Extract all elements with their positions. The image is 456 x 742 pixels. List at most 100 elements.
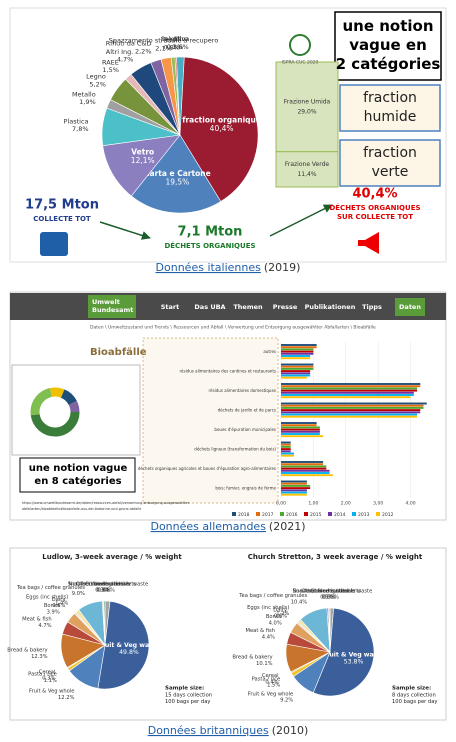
sample-line: 15 days collection <box>165 693 212 699</box>
legend-label: 2017 <box>262 512 274 518</box>
slice-label: Pasta / rice <box>28 672 57 678</box>
caption-link[interactable]: Données allemandes <box>150 520 266 533</box>
bar <box>281 363 314 366</box>
slice-label: Altro <box>173 35 188 43</box>
slice-value: 4.4% <box>262 634 275 640</box>
stat-label: DÉCHETS ORGANIQUES <box>329 203 420 212</box>
pie-slice <box>130 62 181 136</box>
legend-swatch <box>232 512 236 516</box>
bar <box>281 430 320 433</box>
bar <box>281 484 311 487</box>
category-label: autres <box>263 349 276 354</box>
megaphone-icon <box>358 232 379 254</box>
slice-value: 0.5% <box>320 595 333 601</box>
bar <box>281 404 424 407</box>
bar <box>281 387 418 390</box>
label-panel <box>142 337 279 504</box>
inset-donut <box>30 387 80 437</box>
slice-value: 49.8% <box>119 649 139 656</box>
slice-value: 1.2% <box>276 611 289 617</box>
pie-slice <box>312 607 375 697</box>
bar <box>281 493 307 496</box>
x-tick-label: 3,00 <box>373 501 383 507</box>
stat-value: 7,1 Mton <box>178 225 243 240</box>
bar <box>281 422 317 424</box>
slice-label: Bread & bakery <box>7 648 47 654</box>
breakdown-label: Frazione Verde <box>285 161 330 168</box>
chart-title: Ludlow, 3-week average / % weight <box>42 553 182 561</box>
note-line: une notion <box>342 17 433 35</box>
slice-label: Non-food biodegradable waste <box>293 588 373 594</box>
caption-link[interactable]: Données italiennes <box>156 261 262 274</box>
slice-value: 0.3% <box>95 588 108 594</box>
note-line: une notion vague <box>29 463 128 474</box>
recycle-icon <box>40 232 68 256</box>
bar <box>281 413 418 416</box>
bar <box>281 406 424 409</box>
nav-item[interactable]: Das UBA <box>194 303 225 311</box>
pie-slice <box>102 134 181 197</box>
slice-value: 0.4% <box>98 588 111 594</box>
slice-value: 9.2% <box>280 697 293 703</box>
bar <box>281 376 307 379</box>
nav-item[interactable]: Publikationen <box>305 303 356 311</box>
bar <box>281 443 291 446</box>
pie-slice <box>328 607 331 653</box>
bar <box>281 350 314 353</box>
bar <box>281 452 294 455</box>
caption-year: (2021) <box>269 520 306 533</box>
pie-slice <box>130 134 222 214</box>
slice-value: 0.6% <box>274 614 287 620</box>
caption-link[interactable]: Données britanniques <box>148 724 269 737</box>
slice-label: Bones <box>266 614 282 620</box>
nav-item[interactable]: Presse <box>273 303 298 311</box>
nav-item[interactable]: Start <box>161 303 180 311</box>
bar <box>281 365 314 368</box>
slice-label: Legno <box>86 73 106 81</box>
slice-value: 4.7% <box>38 623 51 629</box>
bar <box>281 409 421 412</box>
slice-label: Tea bags / coffee granules <box>238 593 307 599</box>
slice-label: Snacks / sweets / desserts <box>68 581 137 587</box>
bar <box>281 389 418 392</box>
caption: Données italiennes (2019) <box>156 261 301 274</box>
breakdown-box <box>275 61 339 153</box>
bar <box>281 480 307 483</box>
slice-label: Bread & bakery <box>232 655 272 661</box>
bar <box>281 396 411 399</box>
legend-label: 2012 <box>382 512 394 518</box>
slice-value: 1.8% <box>102 588 115 594</box>
slice-value: 1.4% <box>55 601 68 607</box>
nav-item[interactable]: Daten <box>399 303 421 311</box>
slice-value: 0.4% <box>265 679 278 685</box>
site-logo <box>88 295 136 318</box>
sample-line: 100 bags per day <box>392 699 437 705</box>
legend-swatch <box>280 512 284 516</box>
slice-label: Snacks / sweets / desserts <box>293 588 362 594</box>
breadcrumb: Daten \ Umweltzustand und Trends \ Resso… <box>90 325 376 331</box>
arrow <box>269 204 333 237</box>
bar <box>281 394 414 396</box>
sample-title: Sample size: <box>392 686 431 692</box>
slice-value: 2,2% <box>135 47 152 55</box>
bar <box>281 352 314 355</box>
x-tick-label: 0,00 <box>276 501 286 507</box>
bar <box>281 344 317 346</box>
slice-label: Rifiuti da C&D <box>106 40 152 48</box>
slice-value: 12.3% <box>31 654 48 660</box>
slice-label: Spazzamento stradale a recupero <box>109 37 219 45</box>
nav-item[interactable]: Themen <box>233 303 263 311</box>
logo-text: ISPRA CUC 2020 <box>282 60 319 66</box>
nav-item[interactable]: Tipps <box>362 303 382 311</box>
slice-label: Altri Ing. <box>106 48 134 56</box>
slice-label: Meat & fish <box>245 628 274 634</box>
slice-value: 0.3% <box>96 588 109 594</box>
bar <box>281 448 291 451</box>
bar <box>281 367 314 370</box>
tag-box <box>339 139 441 187</box>
arrow <box>99 221 151 240</box>
slice-value: 12.2% <box>58 695 75 701</box>
breakdown-label: Frazione Umida <box>284 98 331 105</box>
slice-label: Tea bags / coffee granules <box>16 585 85 591</box>
slice-value: 9.0% <box>72 591 85 597</box>
